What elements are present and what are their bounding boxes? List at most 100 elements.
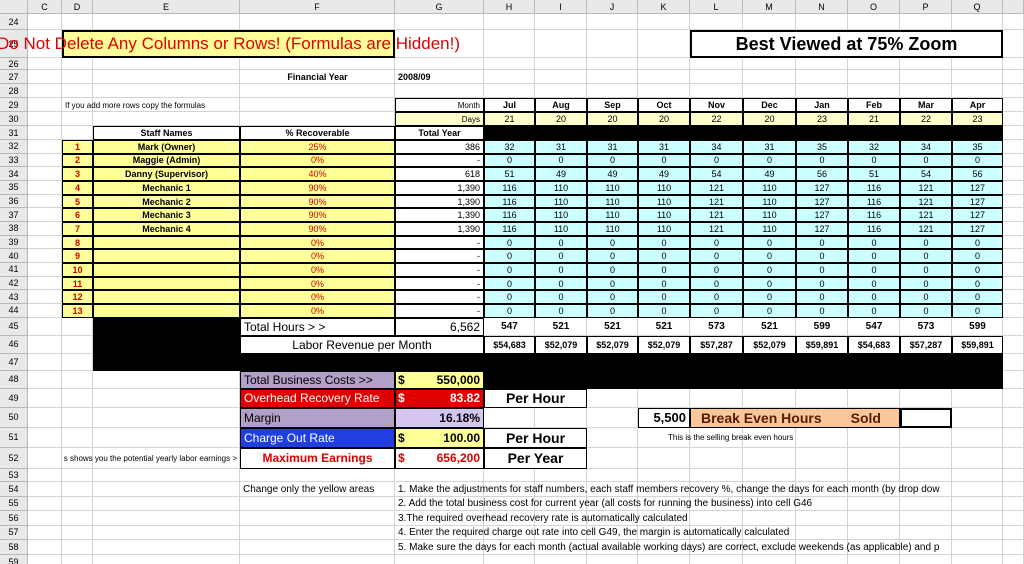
monthly-revenue: $52,079 xyxy=(587,335,638,354)
hours: 0 xyxy=(848,153,900,168)
row-header[interactable]: 48 xyxy=(0,370,28,389)
row-header[interactable]: 39 xyxy=(0,235,28,250)
row-header[interactable]: 27 xyxy=(0,70,28,84)
row-header[interactable]: 25 xyxy=(0,30,28,58)
hours: 0 xyxy=(535,235,587,250)
row-header[interactable]: 41 xyxy=(0,263,28,277)
total-hours: 6,562 xyxy=(395,317,484,336)
row-header[interactable]: 55 xyxy=(0,496,28,511)
row-header[interactable]: 56 xyxy=(0,510,28,526)
column-header[interactable]: P xyxy=(900,0,952,14)
row-header[interactable]: 24 xyxy=(0,14,28,30)
grid-cell xyxy=(1003,249,1024,264)
row-header[interactable]: 33 xyxy=(0,153,28,168)
hours: 34 xyxy=(900,140,952,154)
grid-cell xyxy=(796,496,848,511)
row-header[interactable]: 42 xyxy=(0,276,28,291)
grid-cell xyxy=(535,481,587,497)
staff-name xyxy=(93,235,240,250)
grid-cell xyxy=(240,510,395,526)
row-header[interactable]: 49 xyxy=(0,388,28,408)
instructions-label: Change only the yellow areas xyxy=(243,483,375,495)
row-header[interactable]: 52 xyxy=(0,447,28,469)
column-header[interactable]: E xyxy=(93,0,240,14)
column-header[interactable]: F xyxy=(240,0,395,14)
warning-banner: Do Not Delete Any Columns or Rows! (Form… xyxy=(0,30,460,58)
hours: 49 xyxy=(587,167,638,181)
grid-cell xyxy=(62,510,93,526)
hours: 54 xyxy=(900,167,952,181)
grid-cell xyxy=(484,407,535,428)
column-header[interactable]: D xyxy=(62,0,93,14)
grid-cell xyxy=(1003,112,1024,126)
row-header[interactable]: 34 xyxy=(0,167,28,181)
row-header[interactable]: 50 xyxy=(0,407,28,428)
column-header[interactable]: H xyxy=(484,0,535,14)
column-header[interactable]: M xyxy=(743,0,796,14)
grid-cell xyxy=(62,496,93,511)
hours: 127 xyxy=(952,222,1003,236)
row-header[interactable]: 29 xyxy=(0,98,28,112)
grid-cell xyxy=(900,525,952,540)
column-header[interactable]: O xyxy=(848,0,900,14)
row-header[interactable]: 30 xyxy=(0,112,28,126)
hours: 35 xyxy=(796,140,848,154)
grid-cell xyxy=(28,98,62,112)
grid-cell xyxy=(62,112,93,126)
row-header[interactable]: 58 xyxy=(0,539,28,555)
row-header[interactable]: 38 xyxy=(0,222,28,236)
column-header[interactable]: I xyxy=(535,0,587,14)
hours: 110 xyxy=(638,208,690,222)
column-header[interactable]: C xyxy=(28,0,62,14)
column-header[interactable] xyxy=(1003,0,1024,14)
grid-cell xyxy=(690,510,743,526)
column-header[interactable]: J xyxy=(587,0,638,14)
row-header[interactable]: 47 xyxy=(0,353,28,371)
hours: 0 xyxy=(690,249,743,264)
row-header[interactable]: 57 xyxy=(0,525,28,540)
column-header[interactable]: Q xyxy=(952,0,1003,14)
days: 23 xyxy=(952,112,1003,126)
grid-cell xyxy=(535,30,587,58)
row-header[interactable]: 35 xyxy=(0,181,28,195)
row-header[interactable]: 36 xyxy=(0,194,28,209)
row-header[interactable]: 53 xyxy=(0,468,28,482)
hours: 49 xyxy=(743,167,796,181)
grid-cell xyxy=(587,58,638,70)
grid-cell xyxy=(28,388,62,408)
grid-cell xyxy=(28,554,62,564)
grid-cell xyxy=(28,70,62,84)
grid-cell xyxy=(28,194,62,209)
row-header[interactable]: 26 xyxy=(0,58,28,70)
row-header[interactable]: 45 xyxy=(0,317,28,336)
row-header[interactable]: 32 xyxy=(0,140,28,154)
total-year: - xyxy=(395,153,484,168)
row-header[interactable]: 54 xyxy=(0,481,28,497)
hours: 0 xyxy=(638,290,690,305)
row-header[interactable]: 31 xyxy=(0,126,28,140)
column-header[interactable]: K xyxy=(638,0,690,14)
column-header[interactable]: L xyxy=(690,0,743,14)
grid-cell xyxy=(900,14,952,30)
sold-input xyxy=(900,407,952,428)
grid-cell xyxy=(848,481,900,497)
row-header[interactable]: 28 xyxy=(0,84,28,98)
row-header[interactable]: 51 xyxy=(0,427,28,448)
hours: 0 xyxy=(638,263,690,277)
row-header[interactable]: 44 xyxy=(0,304,28,318)
row-header[interactable]: 59 xyxy=(0,554,28,564)
corner[interactable] xyxy=(0,0,28,14)
row-header[interactable]: 43 xyxy=(0,290,28,305)
row-header[interactable]: 40 xyxy=(0,249,28,264)
row-header[interactable]: 46 xyxy=(0,335,28,354)
grid-cell xyxy=(796,84,848,98)
break-even-text: Break Even Hours xyxy=(701,409,822,426)
row-header[interactable]: 37 xyxy=(0,208,28,222)
column-header[interactable]: N xyxy=(796,0,848,14)
hours: 110 xyxy=(535,181,587,195)
grid-cell xyxy=(952,58,1003,70)
hours: 0 xyxy=(900,304,952,318)
column-header[interactable]: G xyxy=(395,0,484,14)
black-block xyxy=(93,317,240,354)
monthly-hours: 521 xyxy=(655,321,673,333)
